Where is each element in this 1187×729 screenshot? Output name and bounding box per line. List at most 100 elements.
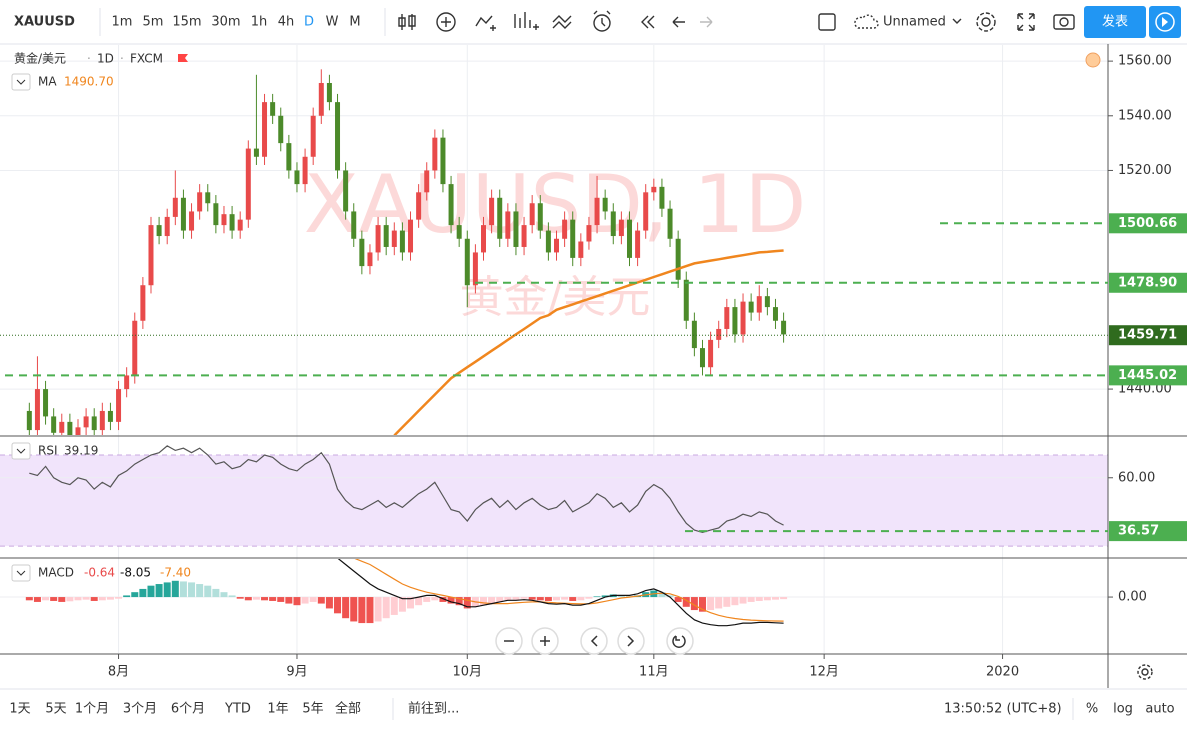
- candle-body: [675, 238, 681, 280]
- candle-body: [245, 148, 251, 220]
- range-button[interactable]: 5天: [45, 702, 66, 717]
- interval[interactable]: 30m: [211, 15, 240, 30]
- range-button[interactable]: 6个月: [171, 702, 205, 717]
- macd-histogram-bar: [106, 597, 114, 600]
- macd-histogram-bar: [301, 597, 309, 604]
- candle-body: [626, 219, 632, 258]
- legend-toggles[interactable]: [11, 73, 31, 582]
- interval[interactable]: M: [349, 15, 360, 30]
- candle-body: [724, 307, 730, 329]
- range-button[interactable]: 3个月: [123, 702, 157, 717]
- legend-ma-value: 1490.70: [64, 75, 114, 89]
- macd-histogram-bar: [50, 597, 58, 601]
- candle-body: [51, 416, 57, 433]
- legend-macd-value: -8.05: [120, 566, 151, 580]
- interval[interactable]: W: [326, 15, 339, 30]
- zoom-controls[interactable]: [495, 627, 694, 655]
- candle-body: [683, 279, 689, 321]
- interval[interactable]: 15m: [172, 15, 201, 30]
- rsi-band: [0, 454, 1108, 547]
- macd-histogram-bar: [666, 595, 674, 598]
- candle-body: [432, 137, 438, 171]
- x-tick-label: 12月: [809, 665, 839, 680]
- candle-body: [618, 219, 624, 237]
- scale-button[interactable]: %: [1086, 702, 1098, 717]
- interval[interactable]: 1m: [112, 15, 133, 30]
- interval[interactable]: 5m: [143, 15, 164, 30]
- publish-button[interactable]: [1084, 6, 1146, 38]
- candle-body: [424, 170, 430, 193]
- legend-ma: MA: [38, 75, 57, 89]
- candle-body: [716, 328, 722, 340]
- range-button[interactable]: 1年: [267, 702, 288, 717]
- macd-histogram-bar: [731, 597, 739, 606]
- candle-body: [594, 197, 600, 226]
- candle-body: [124, 375, 130, 390]
- range-button[interactable]: 1天: [9, 702, 30, 717]
- flag[interactable]: [178, 54, 188, 62]
- candle-body: [205, 192, 211, 204]
- macd-histogram-bar: [42, 597, 50, 601]
- range-button[interactable]: 全部: [335, 701, 361, 717]
- candle-body: [667, 208, 673, 239]
- macd-histogram-bar: [658, 592, 666, 598]
- candle-body: [335, 102, 341, 171]
- watermark-name: 黄金/美元: [460, 272, 651, 323]
- candle-body: [764, 296, 770, 308]
- candle-body: [513, 211, 519, 247]
- candle-body: [132, 320, 138, 376]
- candle-body: [610, 211, 616, 237]
- interval[interactable]: D: [304, 15, 314, 30]
- macd-histogram-bar: [139, 588, 147, 598]
- macd-histogram-bar: [593, 596, 601, 598]
- publish-label[interactable]: 发表: [1102, 14, 1128, 30]
- candle-body: [107, 410, 113, 422]
- interval[interactable]: 4h: [278, 15, 295, 30]
- scale-button[interactable]: log: [1113, 702, 1133, 717]
- x-tick-label: 9月: [286, 665, 307, 680]
- settings-gear[interactable]: [1137, 664, 1153, 680]
- candle-body: [732, 307, 738, 335]
- candle-body: [740, 301, 746, 335]
- candle-body: [318, 82, 324, 116]
- legend-dot: ·: [120, 52, 124, 66]
- replay-icon: [1162, 17, 1168, 27]
- rsi-plot: [29, 445, 784, 534]
- macd-histogram-bar: [244, 597, 252, 601]
- candle-body: [67, 421, 73, 435]
- candle-body: [472, 252, 478, 286]
- candle-body: [708, 339, 714, 368]
- macd-histogram-bar: [252, 597, 260, 600]
- macd-histogram-bar: [390, 597, 398, 615]
- candle-body: [286, 143, 292, 171]
- level-price-tag: [1109, 365, 1187, 386]
- range-button[interactable]: 5年: [302, 702, 323, 717]
- candle-body: [116, 389, 122, 422]
- x-tick-label: 2020: [986, 665, 1019, 680]
- interval[interactable]: 1h: [251, 15, 268, 30]
- candle-body: [221, 214, 227, 226]
- candle-body: [772, 307, 778, 321]
- legend-interval: 1D: [97, 52, 114, 66]
- range-button[interactable]: 1个月: [75, 702, 109, 717]
- macd-histogram-bar: [82, 597, 90, 600]
- candle-body: [602, 197, 608, 212]
- toolbar-icons[interactable]: [398, 10, 1075, 32]
- macd-histogram-bar: [561, 597, 569, 600]
- scale-button[interactable]: auto: [1145, 702, 1174, 717]
- macd-histogram-bar: [236, 597, 244, 599]
- macd-histogram-bar: [544, 597, 552, 601]
- macd-histogram-bar: [707, 597, 715, 611]
- symbol[interactable]: XAUUSD: [14, 15, 75, 30]
- layout-name[interactable]: Unnamed: [883, 15, 946, 30]
- alert-dot[interactable]: [1085, 52, 1101, 68]
- goto-button[interactable]: 前往到...: [408, 701, 459, 717]
- y-tick-label: 1540.00: [1118, 108, 1172, 123]
- macd-histogram-bar: [163, 582, 171, 598]
- range-button[interactable]: YTD: [224, 702, 251, 717]
- candle-body: [481, 225, 487, 253]
- macd-histogram-bar: [74, 597, 82, 601]
- macd-histogram-bar: [577, 597, 585, 601]
- macd-histogram-bar: [520, 597, 528, 599]
